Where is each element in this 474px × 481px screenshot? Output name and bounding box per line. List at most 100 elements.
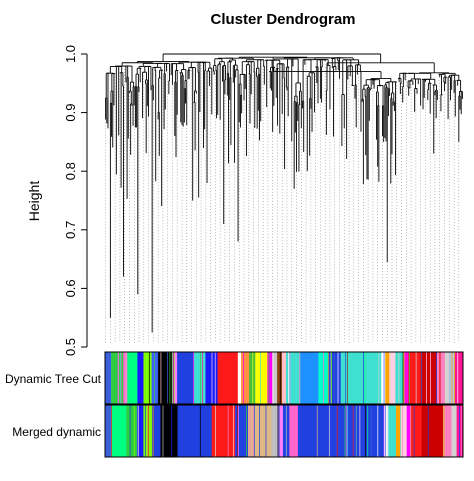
color-stripe-row1-44 — [330, 352, 332, 404]
color-stripe-row1-47 — [193, 352, 195, 404]
y-tick-label-4: 0.9 — [63, 104, 78, 122]
color-segment-row1-2 — [123, 352, 128, 404]
color-stripe-row1-28 — [120, 352, 121, 404]
color-stripe-row1-3 — [200, 352, 201, 404]
color-stripe-row1-50 — [378, 352, 380, 404]
color-stripe-row2-46 — [400, 405, 402, 457]
color-stripe-row1-8 — [169, 352, 171, 404]
color-segment-row1-17 — [267, 352, 273, 404]
color-segment-row1-31 — [408, 352, 421, 404]
color-stripe-row1-21 — [120, 352, 122, 404]
color-segment-row1-25 — [340, 352, 382, 404]
color-stripe-row2-3 — [162, 405, 164, 457]
color-segment-row2-14 — [289, 405, 299, 457]
color-row-border-2 — [104, 404, 464, 458]
color-segment-row1-14 — [241, 352, 250, 404]
color-stripe-row2-56 — [277, 405, 279, 457]
color-stripe-row2-13 — [171, 405, 173, 457]
color-stripe-row1-36 — [347, 352, 348, 404]
color-stripe-row2-49 — [461, 405, 462, 457]
color-stripe-row1-49 — [154, 352, 155, 404]
color-stripe-row2-29 — [365, 405, 367, 457]
color-segment-row1-8 — [173, 352, 178, 404]
color-stripe-row2-4 — [265, 405, 267, 457]
color-stripe-row2-15 — [459, 405, 460, 457]
color-row-label-1: Dynamic Tree Cut — [5, 372, 102, 386]
color-segment-row2-11 — [271, 405, 279, 457]
color-stripe-row1-41 — [148, 352, 150, 404]
color-segment-row2-3 — [137, 405, 144, 457]
color-stripe-row1-18 — [429, 352, 431, 404]
color-segment-row2-19 — [400, 405, 407, 457]
color-stripe-row1-51 — [299, 352, 301, 404]
y-tick-label-3: 0.8 — [63, 162, 78, 180]
color-segment-row2-7 — [177, 405, 212, 457]
color-segment-row1-9 — [177, 352, 194, 404]
color-segment-row2-1 — [111, 405, 127, 457]
color-stripe-row2-48 — [427, 405, 429, 457]
color-stripe-row1-4 — [322, 352, 324, 404]
color-stripe-row2-41 — [285, 405, 287, 457]
color-segment-row1-1 — [111, 352, 124, 404]
color-stripe-row2-52 — [237, 405, 238, 457]
color-stripe-row1-46 — [405, 352, 407, 404]
color-stripe-row1-31 — [337, 352, 339, 404]
color-stripe-row1-6 — [363, 352, 364, 404]
color-stripe-row2-20 — [367, 405, 369, 457]
color-segment-row1-27 — [385, 352, 390, 404]
color-stripe-row2-28 — [278, 405, 280, 457]
color-segment-row2-25 — [456, 405, 464, 457]
color-stripe-row1-35 — [439, 352, 441, 404]
color-stripe-row2-23 — [353, 405, 355, 457]
color-stripe-row2-9 — [249, 405, 251, 457]
color-stripe-row2-47 — [191, 405, 193, 457]
color-stripe-row1-0 — [289, 352, 291, 404]
color-segment-row1-4 — [137, 352, 144, 404]
color-stripe-row2-26 — [391, 405, 392, 457]
y-tick-label-5: 1.0 — [63, 45, 78, 63]
color-stripe-row2-17 — [133, 405, 135, 457]
color-stripe-row1-17 — [172, 352, 174, 404]
color-segment-row2-20 — [406, 405, 412, 457]
color-row-labels: Dynamic Tree Cut Merged dynamic — [5, 372, 102, 439]
color-stripe-row1-53 — [173, 352, 175, 404]
color-stripe-row1-13 — [268, 352, 270, 404]
color-stripe-row1-43 — [173, 352, 174, 404]
color-stripe-row1-59 — [454, 352, 455, 404]
color-stripe-row1-38 — [260, 352, 261, 404]
color-stripe-row1-56 — [457, 352, 459, 404]
module-color-rows — [104, 351, 464, 458]
color-segment-row2-6 — [160, 405, 178, 457]
color-stripe-row2-1 — [215, 405, 216, 457]
color-segment-row2-15 — [297, 405, 384, 457]
color-stripe-row1-14 — [415, 352, 417, 404]
color-segment-row2-21 — [410, 405, 422, 457]
color-segment-row1-12 — [217, 352, 239, 404]
color-segment-row1-33 — [436, 352, 446, 404]
color-stripe-row1-20 — [383, 352, 385, 404]
color-stripe-row1-11 — [327, 352, 329, 404]
color-stripe-row2-27 — [413, 405, 415, 457]
color-stripe-row2-30 — [385, 405, 387, 457]
color-segment-row1-34 — [444, 352, 450, 404]
color-stripe-row2-39 — [377, 405, 379, 457]
y-axis-label: Height — [26, 181, 42, 222]
color-segment-row2-18 — [396, 405, 401, 457]
color-stripe-row1-55 — [364, 352, 366, 404]
color-stripe-row1-33 — [117, 352, 119, 404]
color-stripe-row1-9 — [288, 352, 289, 404]
color-stripe-row2-6 — [352, 405, 354, 457]
color-segment-row1-10 — [193, 352, 206, 404]
color-stripe-row1-23 — [160, 352, 162, 404]
color-stripe-row1-32 — [125, 352, 127, 404]
color-segment-row2-23 — [442, 405, 452, 457]
color-stripe-row1-15 — [345, 352, 347, 404]
color-segment-row1-26 — [381, 352, 386, 404]
y-tick-label-0: 0.5 — [63, 338, 78, 356]
color-segment-row1-36 — [454, 352, 464, 404]
color-stripe-row2-54 — [443, 405, 445, 457]
color-stripe-row2-38 — [152, 405, 154, 457]
color-stripe-row2-58 — [138, 405, 139, 457]
